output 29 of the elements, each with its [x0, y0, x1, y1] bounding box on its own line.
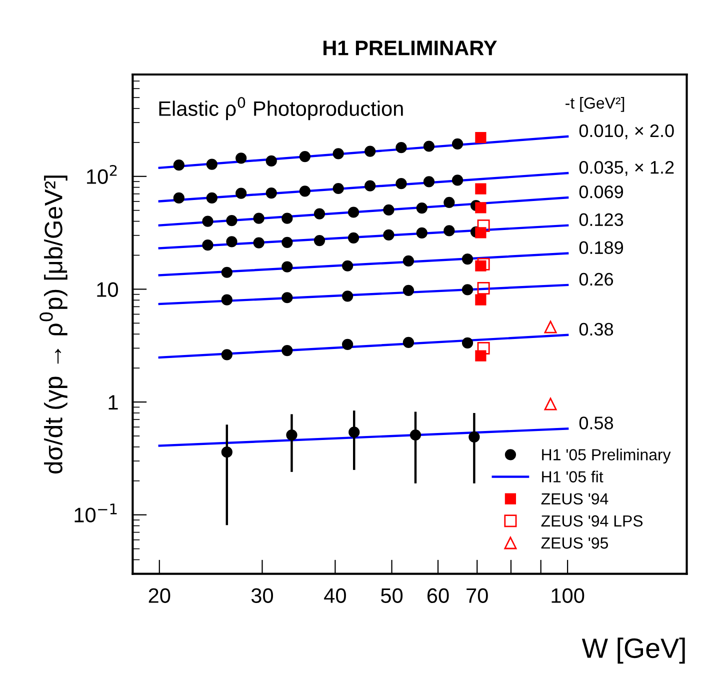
x-tick-label: 30: [251, 588, 273, 603]
x-tick-label: 50: [381, 588, 403, 603]
annotation: 0.189: [579, 241, 623, 254]
annotation: 0.069: [579, 185, 623, 198]
y-axis-title: dσ/dt (γp → ρ$^{0}$p) [μb/GeV²]: [40, 176, 68, 474]
annotation: 0.123: [579, 213, 624, 226]
legend-label: H1 '05 Preliminary: [542, 448, 671, 464]
x-tick-label: 70: [466, 588, 488, 603]
legend-label: ZEUS '94 LPS: [541, 515, 643, 527]
x-tick-label: 40: [324, 588, 346, 603]
legend-label: H1 '05 fit: [542, 470, 604, 482]
x-tick-label: 60: [427, 588, 449, 603]
legend-label: ZEUS '95: [541, 537, 608, 549]
annotation: -t [GeV²]: [566, 96, 624, 112]
y-tick-label: 10: [97, 282, 118, 297]
annotation: 0.26: [579, 272, 614, 286]
y-tick-label: 1: [108, 395, 118, 410]
legend-label: ZEUS '94: [541, 493, 608, 505]
y-tick-label: 10$^{−1}$: [74, 504, 117, 522]
y-tick-label: 10$^{2}$: [87, 164, 117, 184]
annotation: Elastic ρ$^{0}$ Photoproduction: [159, 96, 403, 120]
chart-title: H1 PRELIMINARY: [324, 40, 497, 56]
annotation: 0.010, × 2.0: [579, 124, 674, 140]
annotation: 0.38: [579, 322, 614, 336]
x-tick-label: 100: [552, 588, 584, 603]
annotation: 0.58: [579, 416, 614, 430]
annotation: 0.035, × 1.2: [579, 160, 674, 176]
x-tick-label: 20: [148, 588, 170, 603]
x-axis-title: W [GeV]: [582, 638, 685, 664]
